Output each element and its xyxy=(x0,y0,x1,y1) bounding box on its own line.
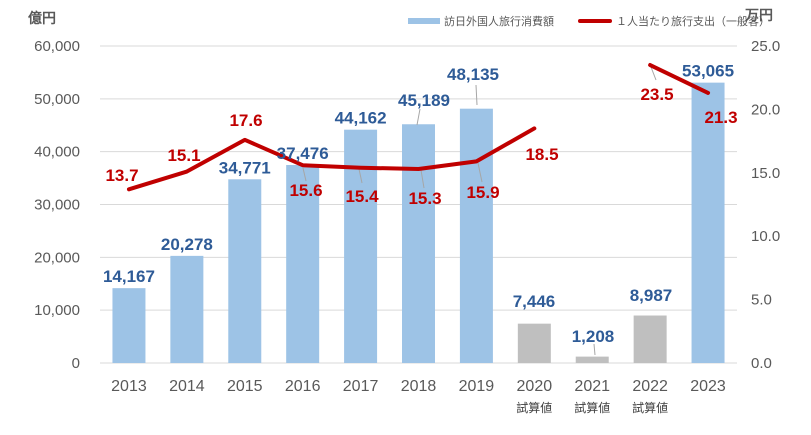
x-axis-note-2021: 試算値 xyxy=(574,400,610,415)
line-value-label-2017: 15.4 xyxy=(345,187,379,206)
line-value-label-2013: 13.7 xyxy=(105,166,138,185)
right-axis-tick-label: 25.0 xyxy=(751,38,780,55)
x-axis-label-2020: 2020 xyxy=(517,378,553,395)
bar-2021 xyxy=(575,356,609,363)
left-axis-unit-label: 億円 xyxy=(28,10,56,26)
label-leader-line xyxy=(477,162,483,183)
x-axis-label-2016: 2016 xyxy=(285,378,321,395)
bar-value-label-2019: 48,135 xyxy=(447,65,499,84)
x-axis-label-2023: 2023 xyxy=(690,378,726,395)
spend-line xyxy=(126,126,537,192)
bar-series-swatch-icon xyxy=(408,18,440,24)
x-axis-label-2017: 2017 xyxy=(343,378,379,395)
right-axis-tick-label: 10.0 xyxy=(751,228,780,245)
bar-2023 xyxy=(691,82,725,363)
right-axis-unit-label: 万円 xyxy=(745,7,773,23)
left-axis-tick-label: 30,000 xyxy=(34,197,80,214)
legend-line-label: １人当たり旅行支出（一般客） xyxy=(616,16,770,28)
line-value-label-2015: 17.6 xyxy=(229,111,262,130)
left-axis-tick-label: 50,000 xyxy=(34,91,80,108)
left-axis-tick-label: 60,000 xyxy=(34,38,80,55)
x-axis-note-2020: 試算値 xyxy=(516,400,552,415)
legend-bar-label: 訪日外国人旅行消費額 xyxy=(444,16,554,28)
line-value-label-2014: 15.1 xyxy=(167,146,200,165)
x-axis-label-2021: 2021 xyxy=(574,378,610,395)
bar-2013 xyxy=(112,288,146,363)
spend-line xyxy=(648,63,711,95)
label-leader-line xyxy=(475,84,478,106)
x-axis-label-2014: 2014 xyxy=(169,378,205,395)
bar-2014 xyxy=(170,255,204,363)
right-axis-tick-label: 20.0 xyxy=(751,101,780,118)
label-leader-line xyxy=(593,343,596,356)
label-leader-line xyxy=(420,169,425,189)
x-axis-label-2022: 2022 xyxy=(632,378,668,395)
bar-value-label-2013: 14,167 xyxy=(103,267,155,286)
x-axis-label-2013: 2013 xyxy=(111,378,147,395)
line-value-label-2023: 21.3 xyxy=(704,108,737,127)
bar-value-label-2016: 37,476 xyxy=(277,144,329,163)
line-value-label-2016: 15.6 xyxy=(289,181,322,200)
x-axis-label-2018: 2018 xyxy=(401,378,437,395)
bar-value-label-2022: 8,987 xyxy=(630,286,673,305)
legend-item-bar: 訪日外国人旅行消費額 xyxy=(408,13,554,29)
bar-value-label-2014: 20,278 xyxy=(161,235,213,254)
x-axis-label-2015: 2015 xyxy=(227,378,263,395)
bar-value-label-2021: 1,208 xyxy=(572,327,615,346)
bar-2016 xyxy=(286,165,320,363)
bar-value-label-2023: 53,065 xyxy=(682,62,734,81)
left-axis-tick-label: 0 xyxy=(72,355,80,372)
bar-2022 xyxy=(633,315,667,363)
bar-2020 xyxy=(517,323,551,363)
line-series-swatch-icon xyxy=(578,19,612,23)
bar-2018 xyxy=(402,124,435,363)
left-axis-tick-label: 10,000 xyxy=(34,302,80,319)
line-value-label-2018: 15.3 xyxy=(408,189,441,208)
right-axis-tick-label: 5.0 xyxy=(751,292,772,309)
right-axis-tick-label: 15.0 xyxy=(751,165,780,182)
legend: 訪日外国人旅行消費額 １人当たり旅行支出（一般客） xyxy=(408,13,770,29)
x-axis-note-2022: 試算値 xyxy=(632,400,668,415)
label-leader-line xyxy=(358,168,363,184)
left-axis-tick-label: 40,000 xyxy=(34,144,80,161)
right-axis-tick-label: 0.0 xyxy=(751,355,772,372)
line-value-label-2019: 15.9 xyxy=(466,183,499,202)
legend-item-line: １人当たり旅行支出（一般客） xyxy=(578,13,770,29)
bar-2017 xyxy=(344,129,378,363)
bar-2019 xyxy=(459,108,493,363)
label-leader-line xyxy=(416,108,421,126)
bar-value-label-2017: 44,162 xyxy=(335,109,387,128)
label-leader-line xyxy=(650,66,657,81)
left-axis-tick-label: 20,000 xyxy=(34,249,80,266)
bar-value-label-2015: 34,771 xyxy=(219,158,271,177)
bar-2015 xyxy=(228,179,262,363)
line-value-label-2020: 18.5 xyxy=(525,145,558,164)
x-axis-label-2019: 2019 xyxy=(459,378,495,395)
bar-value-label-2020: 7,446 xyxy=(513,292,556,311)
line-value-label-2022: 23.5 xyxy=(640,85,673,104)
label-leader-line xyxy=(302,167,307,182)
bar-value-label-2018: 45,189 xyxy=(398,91,450,110)
